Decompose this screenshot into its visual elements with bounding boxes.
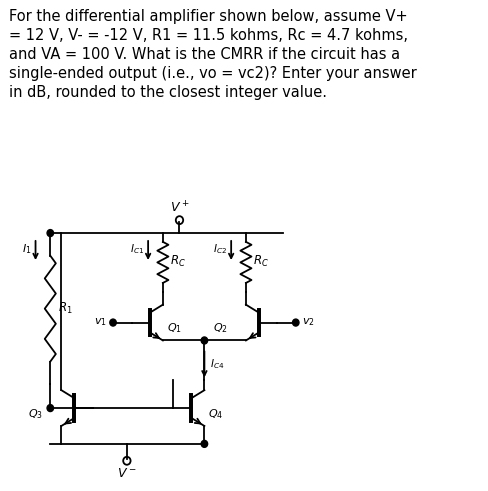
Text: $R_C$: $R_C$: [170, 254, 186, 270]
Circle shape: [201, 440, 207, 447]
Text: and VA = 100 V. What is the CMRR if the circuit has a: and VA = 100 V. What is the CMRR if the …: [9, 47, 399, 62]
Text: = 12 V, V- = -12 V, R1 = 11.5 kohms, Rc = 4.7 kohms,: = 12 V, V- = -12 V, R1 = 11.5 kohms, Rc …: [9, 28, 407, 43]
Text: $I_{C2}$: $I_{C2}$: [213, 242, 227, 256]
Text: $Q_4$: $Q_4$: [208, 407, 223, 421]
Circle shape: [201, 337, 207, 344]
Text: $v_2$: $v_2$: [302, 317, 314, 328]
Text: $Q_3$: $Q_3$: [28, 407, 43, 421]
Text: $R_C$: $R_C$: [253, 254, 269, 270]
Circle shape: [292, 319, 298, 326]
Text: single-ended output (i.e., vo = vc2)? Enter your answer: single-ended output (i.e., vo = vc2)? En…: [9, 66, 416, 81]
Text: $Q_2$: $Q_2$: [212, 322, 227, 335]
Text: $Q_1$: $Q_1$: [166, 322, 181, 335]
Circle shape: [47, 405, 53, 411]
Text: $V^+$: $V^+$: [169, 200, 189, 215]
Circle shape: [110, 319, 116, 326]
Text: $I_{C4}$: $I_{C4}$: [209, 357, 224, 371]
Text: $v_1$: $v_1$: [94, 317, 106, 328]
Text: $I_1$: $I_1$: [22, 242, 32, 256]
Circle shape: [47, 230, 53, 237]
Text: $R_1$: $R_1$: [58, 301, 72, 316]
Text: $I_{C1}$: $I_{C1}$: [130, 242, 144, 256]
Text: $V^-$: $V^-$: [117, 467, 136, 480]
Text: in dB, rounded to the closest integer value.: in dB, rounded to the closest integer va…: [9, 85, 326, 100]
Text: For the differential amplifier shown below, assume V+: For the differential amplifier shown bel…: [9, 9, 407, 25]
